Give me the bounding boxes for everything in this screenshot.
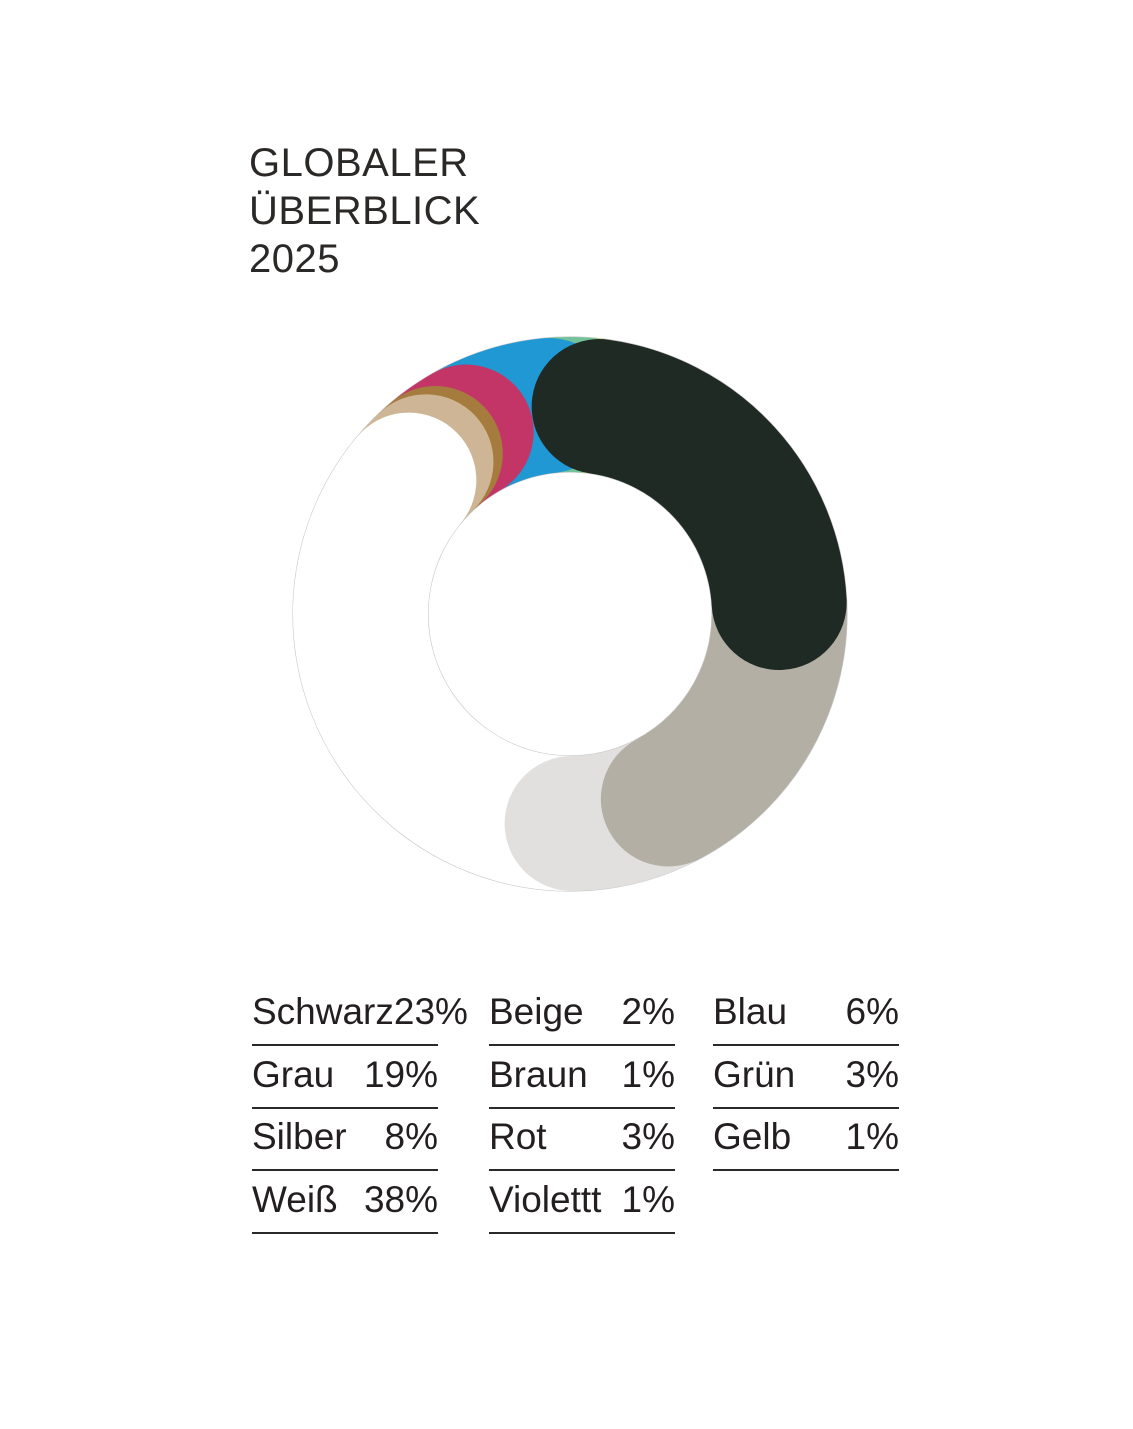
legend-item-value: 19% [363, 1053, 438, 1095]
legend-item-label: Gelb [713, 1116, 792, 1157]
legend-column-2: Beige 2% Braun 1% Rot 3% Violettt 1% [489, 992, 675, 1242]
chart-title-line-1: GLOBALER [249, 141, 469, 185]
chart-title-line-2: ÜBERBLICK [249, 189, 481, 233]
donut-outline-inner [427, 471, 713, 757]
donut-slice-weiss [293, 412, 640, 891]
chart-title: GLOBALER ÜBERBLICK 2025 [249, 139, 480, 283]
legend-item-value: 1% [621, 1053, 675, 1095]
legend-item-label: Beige [489, 991, 584, 1032]
legend-item-schwarz: Schwarz 23% [252, 991, 468, 1046]
legend-item-label: Silber [252, 1116, 347, 1157]
legend-item-blau: Blau 6% [713, 992, 899, 1046]
legend-item-gruen: Grün 3% [713, 1053, 899, 1109]
legend-item-label: Rot [489, 1116, 547, 1157]
donut-slice-schwarz [531, 339, 847, 671]
legend-item-value: 1% [621, 1178, 675, 1220]
legend-item-value: 2% [621, 991, 675, 1032]
legend-item-value: 6% [845, 991, 899, 1032]
legend-item-label: Violettt [489, 1178, 602, 1220]
legend-item-weiss: Weiß 38% [252, 1178, 438, 1234]
legend-item-label: Schwarz [252, 991, 394, 1032]
legend-item-label: Braun [489, 1053, 588, 1095]
legend-item-silber: Silber 8% [252, 1117, 438, 1171]
legend-item-braun: Braun 1% [489, 1053, 675, 1109]
legend-item-label: Weiß [252, 1178, 338, 1220]
legend-item-label: Grau [252, 1053, 335, 1095]
legend-item-value: 23% [393, 991, 468, 1032]
legend-item-value: 1% [845, 1116, 899, 1157]
chart-title-line-3: 2025 [249, 237, 340, 281]
legend-item-value: 3% [845, 1053, 899, 1095]
legend-item-value: 3% [621, 1116, 675, 1157]
legend-item-rot: Rot 3% [489, 1117, 675, 1171]
legend-column-1: Schwarz 23% Grau 19% Silber 8% Weiß 38% [252, 991, 468, 1242]
legend-item-label: Grün [713, 1053, 796, 1095]
legend-item-grau: Grau 19% [252, 1053, 438, 1109]
legend-item-label: Blau [713, 991, 788, 1032]
legend-item-value: 8% [384, 1116, 438, 1157]
legend-item-gelb: Gelb 1% [713, 1117, 899, 1171]
legend-item-value: 38% [363, 1178, 438, 1220]
legend-column-3: Blau 6% Grün 3% Gelb 1% [713, 992, 899, 1180]
legend-item-violettt: Violettt 1% [489, 1178, 675, 1234]
legend-item-beige: Beige 2% [489, 992, 675, 1046]
